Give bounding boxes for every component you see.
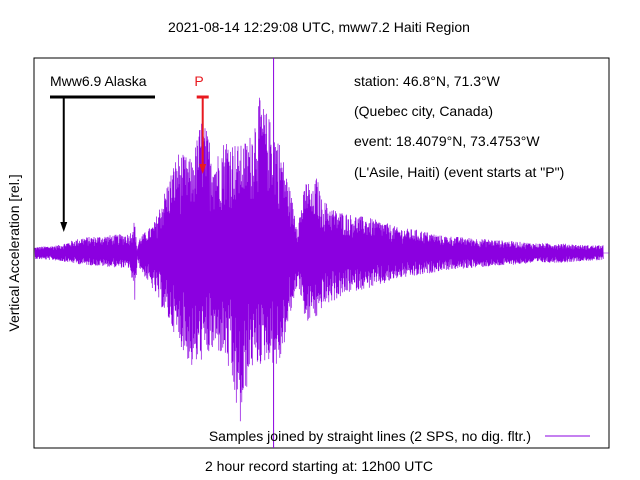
y-axis-label: Vertical Acceleration [rel.] (6, 174, 22, 331)
info-line-3: event: 18.4079°N, 73.4753°W (354, 133, 540, 149)
info-line-4: (L'Asile, Haiti) (event starts at "P") (354, 164, 564, 180)
legend-label: Samples joined by straight lines (2 SPS,… (209, 428, 531, 444)
x-axis-label: 2 hour record starting at: 12h00 UTC (205, 458, 433, 474)
annotation-alaska-label: Mww6.9 Alaska (50, 73, 147, 89)
annotation-p-arrowhead (199, 164, 207, 174)
annotation-p-label: P (194, 73, 203, 89)
plot-layer (34, 58, 609, 448)
info-line-1: station: 46.8°N, 71.3°W (354, 73, 501, 89)
chart-title: 2021-08-14 12:29:08 UTC, mww7.2 Haiti Re… (168, 19, 470, 35)
series-line (34, 97, 604, 422)
info-line-2: (Quebec city, Canada) (354, 103, 493, 119)
annotation-alaska-arrowhead (60, 222, 68, 232)
